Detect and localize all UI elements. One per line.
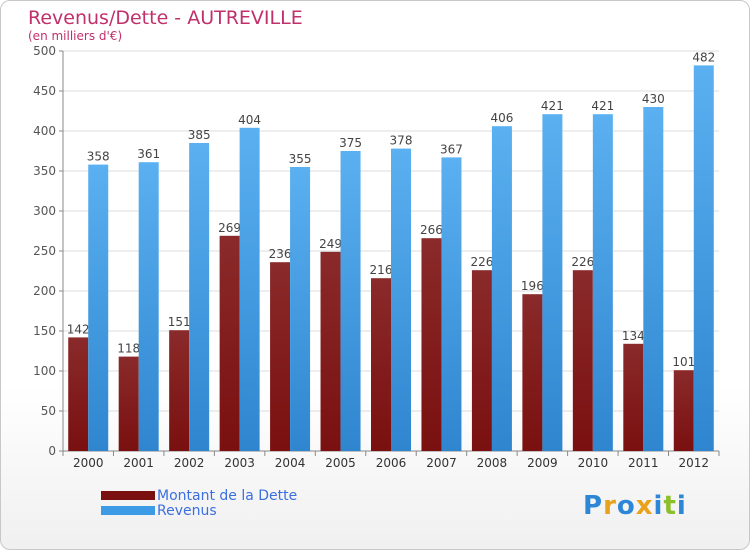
logo-letter: P: [583, 491, 604, 521]
data-label-revenue: 378: [390, 134, 413, 148]
bar-debt: [68, 337, 89, 451]
x-tick-label: 2010: [578, 456, 609, 470]
data-label-debt: 266: [420, 223, 443, 237]
y-tick-label: 0: [48, 444, 56, 458]
logo-letter: i: [676, 491, 687, 521]
data-label-debt: 226: [571, 255, 594, 269]
data-label-debt: 226: [470, 255, 493, 269]
y-tick-label: 50: [41, 404, 56, 418]
bar-debt: [371, 278, 391, 451]
data-label-revenue: 421: [591, 99, 614, 113]
bar-debt: [270, 262, 291, 451]
x-tick-label: 2005: [325, 456, 356, 470]
y-tick-label: 400: [33, 124, 56, 138]
x-tick-label: 2012: [678, 456, 709, 470]
x-tick-label: 2003: [224, 456, 255, 470]
legend-item-debt: Montant de la Dette: [101, 487, 298, 504]
data-label-debt: 269: [218, 221, 241, 235]
bar-debt: [572, 270, 593, 451]
bar-debt: [118, 356, 139, 451]
y-tick-label: 500: [33, 44, 56, 58]
x-tick-label: 2008: [477, 456, 508, 470]
x-tick-label: 2009: [527, 456, 558, 470]
data-label-revenue: 355: [289, 152, 312, 166]
bar-debt: [169, 330, 190, 451]
bar-revenue: [643, 107, 664, 451]
bar-debt: [522, 294, 543, 451]
data-label-debt: 142: [67, 322, 90, 336]
x-tick-label: 2007: [426, 456, 457, 470]
y-tick-label: 350: [33, 164, 56, 178]
data-label-debt: 134: [622, 329, 645, 343]
data-label-revenue: 361: [137, 147, 160, 161]
bar-revenue: [189, 143, 210, 451]
bar-revenue: [138, 162, 159, 451]
data-label-revenue: 482: [692, 50, 715, 64]
y-tick-label: 100: [33, 364, 56, 378]
x-tick-label: 2002: [174, 456, 205, 470]
bar-debt: [320, 251, 341, 451]
data-label-revenue: 404: [238, 113, 261, 127]
data-label-revenue: 406: [490, 111, 513, 125]
legend: Montant de la Dette Revenus: [101, 487, 298, 519]
data-label-debt: 236: [269, 247, 292, 261]
y-tick-label: 200: [33, 284, 56, 298]
bar-debt: [673, 370, 694, 451]
proxiti-logo: Proxiti: [583, 491, 687, 521]
x-tick-label: 2001: [123, 456, 154, 470]
x-tick-label: 2004: [275, 456, 306, 470]
bar-revenue: [340, 151, 361, 451]
data-label-debt: 249: [319, 237, 342, 251]
data-label-revenue: 385: [188, 128, 211, 142]
bar-revenue: [542, 114, 563, 451]
bar-debt: [421, 238, 442, 451]
legend-label-revenue: Revenus: [157, 502, 217, 519]
legend-swatch-revenue: [101, 506, 155, 515]
data-label-debt: 196: [521, 279, 544, 293]
bar-revenue: [693, 65, 714, 452]
logo-letter: o: [616, 491, 636, 521]
bar-revenue: [88, 164, 109, 451]
x-tick-label: 2011: [628, 456, 659, 470]
bar-debt: [471, 270, 492, 451]
bar-debt: [623, 343, 644, 451]
x-tick-label: 2006: [376, 456, 407, 470]
data-label-debt: 101: [672, 355, 695, 369]
bar-revenue: [391, 148, 411, 451]
data-label-debt: 118: [117, 342, 140, 356]
chart-subtitle: (en milliers d'€): [28, 29, 123, 43]
y-tick-label: 150: [33, 324, 56, 338]
legend-item-revenue: Revenus: [101, 502, 297, 519]
chart-title: Revenus/Dette - AUTREVILLE: [28, 7, 303, 29]
legend-swatch-debt: [101, 491, 155, 500]
y-tick-label: 450: [33, 84, 56, 98]
x-tick-label: 2000: [73, 456, 104, 470]
bar-debt: [219, 235, 240, 451]
y-tick-label: 250: [33, 244, 56, 258]
data-label-debt: 151: [168, 315, 191, 329]
data-label-revenue: 358: [87, 150, 110, 164]
data-label-revenue: 367: [440, 142, 463, 156]
data-label-revenue: 375: [339, 136, 362, 150]
data-label-revenue: 421: [541, 99, 564, 113]
bar-revenue: [290, 167, 311, 451]
logo-letter: r: [603, 491, 617, 521]
bar-revenue: [441, 157, 462, 451]
bar-revenue: [491, 126, 512, 451]
bar-revenue: [239, 127, 260, 452]
logo-letter: i: [653, 491, 664, 521]
y-tick-label: 300: [33, 204, 56, 218]
logo-letter: x: [635, 491, 654, 521]
logo-letter: t: [663, 491, 677, 521]
bar-revenue: [592, 114, 613, 451]
data-label-debt: 216: [370, 263, 393, 277]
legend-label-debt: Montant de la Dette: [157, 487, 298, 504]
data-label-revenue: 430: [642, 92, 665, 106]
